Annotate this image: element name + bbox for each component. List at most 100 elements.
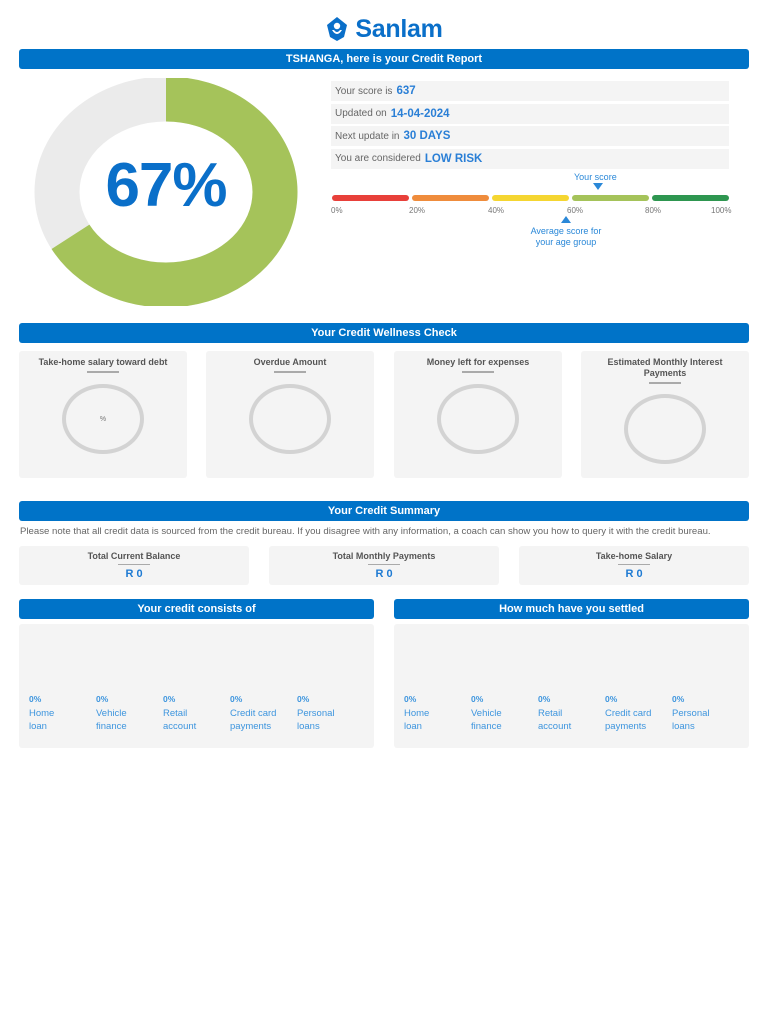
- updated-value: 14-04-2024: [390, 107, 450, 120]
- title-underline: [618, 564, 650, 565]
- category-name: Vehicle: [96, 708, 127, 719]
- wellness-card-title: Take-home salary toward debt: [38, 357, 168, 367]
- category-name: Credit card: [605, 708, 652, 719]
- score-row: Your score is 637: [331, 81, 729, 101]
- updated-row: Updated on 14-04-2024: [331, 103, 729, 124]
- category-name: finance: [471, 721, 502, 732]
- category-name: loan: [29, 721, 47, 732]
- next-update-value: 30 DAYS: [403, 130, 451, 143]
- summary-card-value: R 0: [125, 568, 143, 580]
- consists-personal-loans: 0% Personal loans: [297, 693, 357, 733]
- wellness-card-salary-debt: Take-home salary toward debt %: [19, 351, 187, 478]
- settled-personal-loans: 0% Personal loans: [672, 693, 732, 733]
- summary-card-value: R 0: [625, 568, 643, 580]
- category-name: Retail: [538, 708, 563, 719]
- category-pct: 0%: [163, 694, 176, 704]
- consists-credit-card: 0% Credit card payments: [230, 693, 290, 733]
- your-score-marker-icon: [593, 183, 603, 190]
- credit-consists-panel: 0% Home loan 0% Vehicle finance 0% Retai…: [19, 624, 374, 748]
- average-label-line1: Average score for: [530, 226, 602, 236]
- category-name: loans: [672, 721, 695, 732]
- category-name: Retail: [163, 708, 188, 719]
- category-name: Home: [29, 708, 55, 719]
- summary-card-value: R 0: [375, 568, 393, 580]
- wellness-card-title: Money left for expenses: [426, 357, 530, 367]
- scale-segment-5: [652, 195, 729, 201]
- next-update-row: Next update in 30 DAYS: [331, 126, 729, 147]
- category-pct: 0%: [538, 694, 551, 704]
- settled-retail-account: 0% Retail account: [538, 693, 598, 733]
- next-update-label: Next update in: [335, 130, 400, 142]
- wellness-ring: %: [62, 384, 144, 454]
- sanlam-shield-icon: [327, 17, 348, 41]
- risk-value: LOW RISK: [424, 152, 483, 165]
- updated-label: Updated on: [335, 108, 387, 120]
- wellness-card-title: Estimated Monthly Interest Payments: [607, 357, 723, 378]
- category-pct: 0%: [404, 694, 417, 704]
- category-name: payments: [605, 721, 647, 732]
- consists-vehicle-finance: 0% Vehicle finance: [96, 693, 156, 733]
- summary-card-title: Total Monthly Payments: [332, 551, 436, 561]
- consists-home-loan: 0% Home loan: [29, 693, 89, 733]
- settled-banner: How much have you settled: [394, 599, 749, 619]
- wellness-ring: [624, 394, 706, 464]
- summary-card-monthly: Total Monthly Payments R 0: [269, 546, 499, 585]
- score-scale: Your score 0% 20% 40% 60% 80% 100% Avera…: [331, 170, 731, 250]
- bureau-note: Please note that all credit data is sour…: [20, 526, 711, 537]
- risk-row: You are considered LOW RISK: [331, 148, 729, 169]
- category-name: payments: [230, 721, 272, 732]
- category-name: account: [163, 721, 197, 732]
- title-underline: [649, 382, 681, 384]
- sanlam-logo: Sanlam: [0, 14, 768, 44]
- settled-panel: 0% Home loan 0% Vehicle finance 0% Retai…: [394, 624, 749, 748]
- consists-retail-account: 0% Retail account: [163, 693, 223, 733]
- category-name: Personal: [297, 708, 335, 719]
- score-percent-label: 67%: [105, 151, 227, 220]
- tick-40: 40%: [488, 206, 505, 215]
- credit-report-banner: TSHANGA, here is your Credit Report: [19, 49, 749, 69]
- credit-consists-banner: Your credit consists of: [19, 599, 374, 619]
- average-score-marker-icon: [561, 216, 571, 223]
- category-pct: 0%: [29, 694, 42, 704]
- summary-card-title: Total Current Balance: [87, 551, 181, 561]
- tick-80: 80%: [645, 206, 662, 215]
- title-underline: [118, 564, 150, 565]
- score-value: 637: [396, 85, 416, 97]
- tick-100: 100%: [711, 206, 732, 215]
- score-info: Your score is 637 Updated on 14-04-2024 …: [331, 81, 729, 171]
- average-score-label: Average score for your age group: [521, 226, 611, 248]
- scale-segment-2: [412, 195, 489, 201]
- tick-0: 0%: [331, 206, 343, 215]
- scale-segment-4: [572, 195, 649, 201]
- wellness-card-money-left: Money left for expenses: [394, 351, 562, 478]
- risk-label: You are considered: [335, 153, 421, 165]
- scale-segment-1: [332, 195, 409, 201]
- category-pct: 0%: [96, 694, 109, 704]
- average-label-line2: your age group: [535, 237, 597, 247]
- category-name: Credit card: [230, 708, 277, 719]
- tick-60: 60%: [567, 206, 584, 215]
- score-label: Your score is: [335, 85, 393, 97]
- category-pct: 0%: [297, 694, 310, 704]
- category-name: Personal: [672, 708, 710, 719]
- brand-name: Sanlam: [355, 14, 443, 43]
- your-score-label: Your score: [574, 172, 617, 182]
- category-name: loans: [297, 721, 320, 732]
- summary-banner: Your Credit Summary: [19, 501, 749, 521]
- wellness-card-interest: Estimated Monthly Interest Payments: [581, 351, 749, 478]
- title-underline: [462, 371, 494, 373]
- title-underline: [368, 564, 400, 565]
- title-underline: [274, 371, 306, 373]
- category-pct: 0%: [230, 694, 243, 704]
- category-pct: 0%: [605, 694, 618, 704]
- summary-card-title: Take-home Salary: [595, 551, 673, 561]
- category-name: loan: [404, 721, 422, 732]
- category-name: account: [538, 721, 572, 732]
- wellness-ring: [437, 384, 519, 454]
- scale-segment-3: [492, 195, 569, 201]
- category-name: Home: [404, 708, 430, 719]
- category-name: finance: [96, 721, 127, 732]
- wellness-ring: [249, 384, 331, 454]
- wellness-banner: Your Credit Wellness Check: [19, 323, 749, 343]
- settled-vehicle-finance: 0% Vehicle finance: [471, 693, 531, 733]
